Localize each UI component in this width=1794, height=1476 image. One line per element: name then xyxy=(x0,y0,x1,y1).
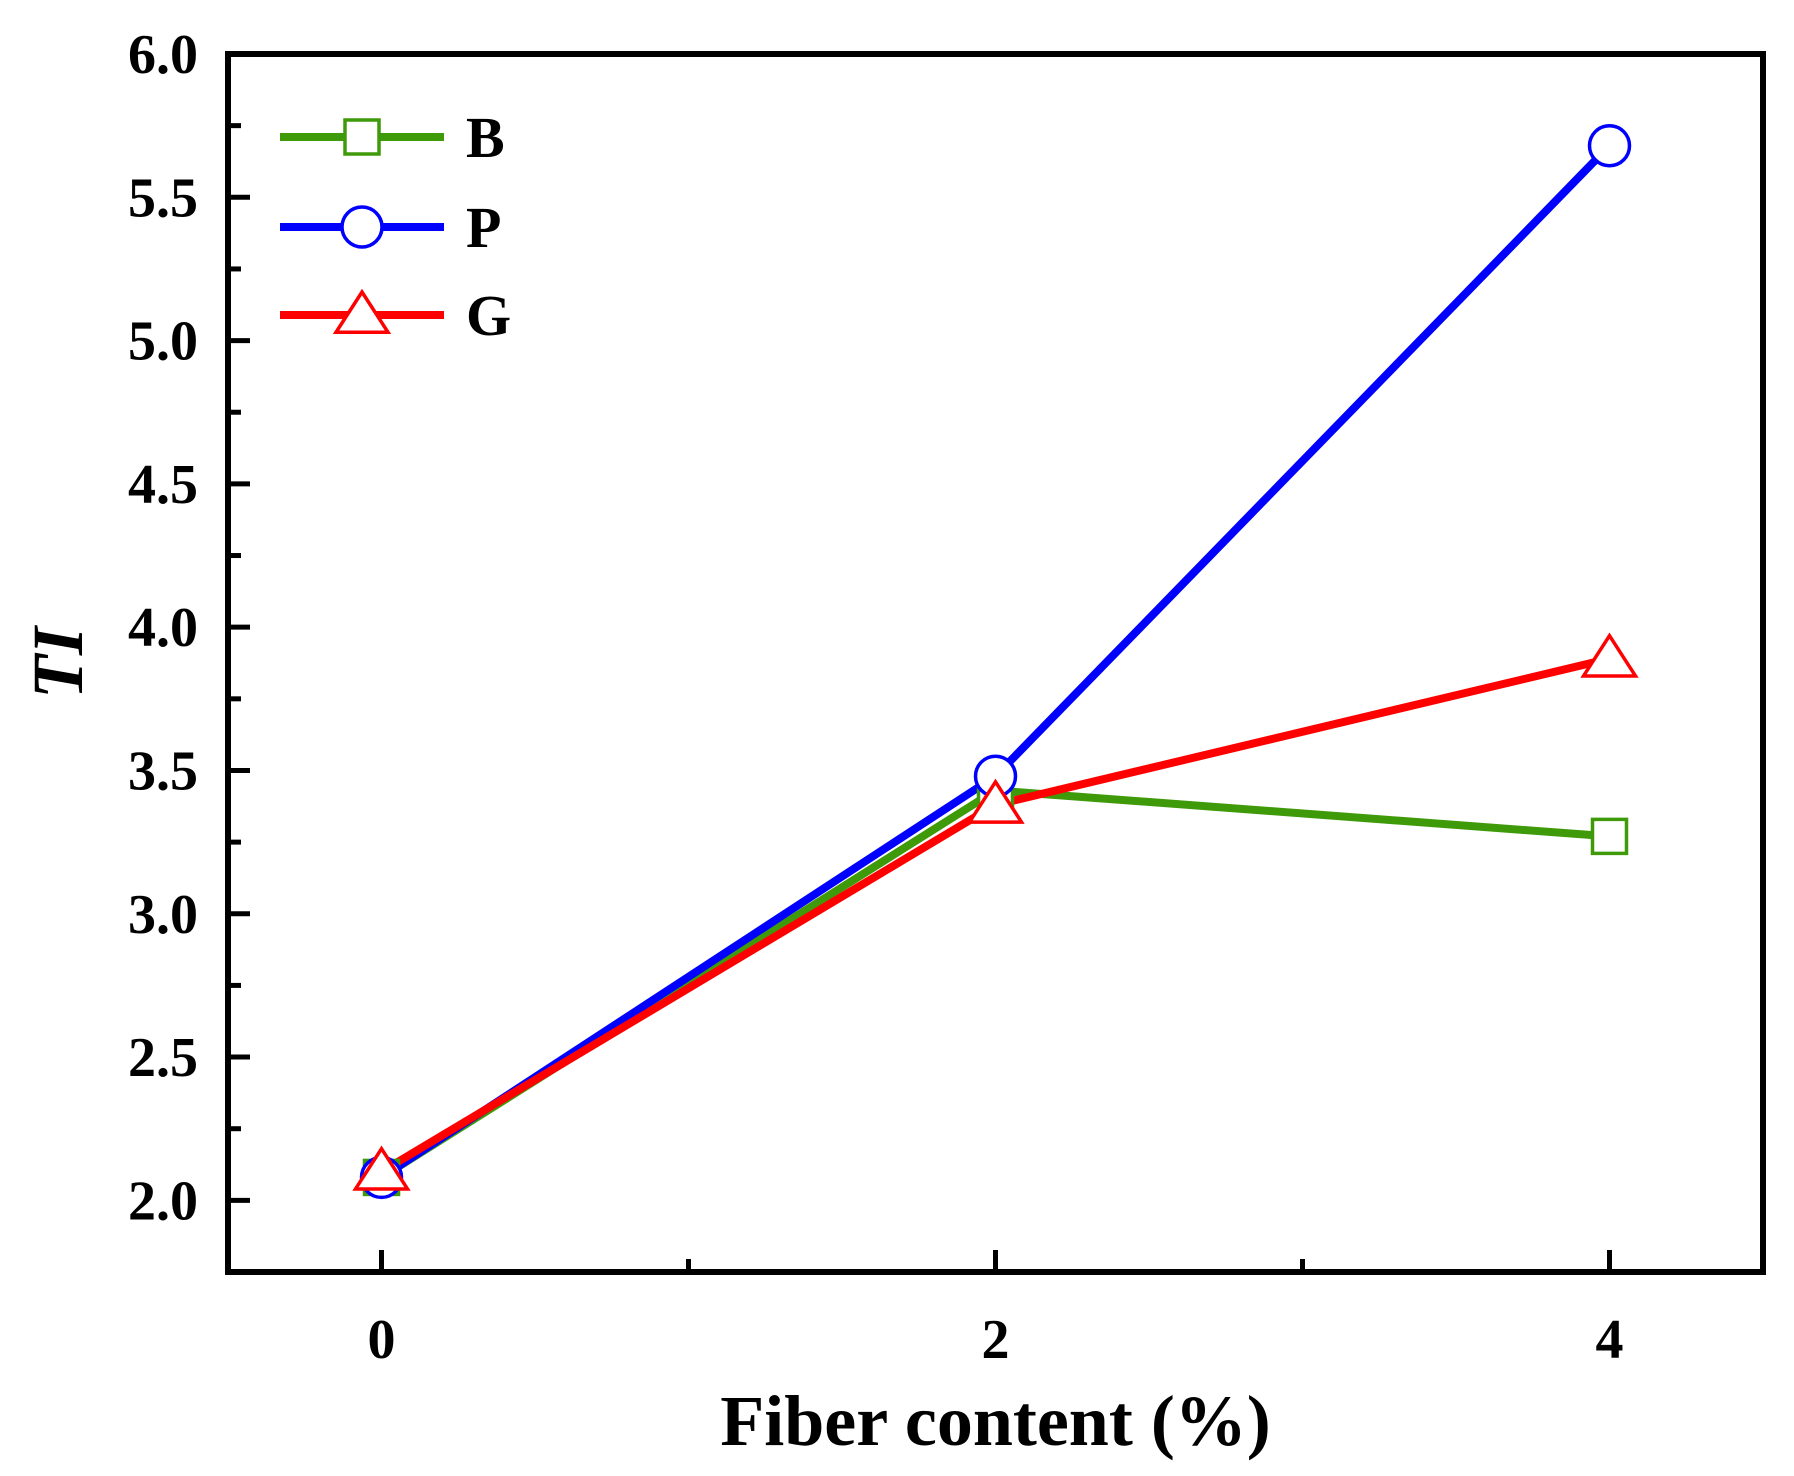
y-tick-label: 2.0 xyxy=(128,1170,198,1232)
data-point-G xyxy=(352,1145,411,1191)
legend-item-B: B xyxy=(280,105,505,170)
legend-item-G: G xyxy=(280,283,511,348)
series-line-B xyxy=(379,786,1610,1181)
series-B xyxy=(379,786,1610,1181)
y-tick-label: 5.5 xyxy=(128,167,198,229)
x-axis-ticks: 0 2 4 xyxy=(368,1250,1624,1371)
y-tick-label: 3.5 xyxy=(128,740,198,802)
series-line-P xyxy=(379,142,1613,1181)
legend: BPG xyxy=(280,105,511,348)
legend-item-P: P xyxy=(280,195,501,260)
plot-frame xyxy=(225,51,1766,1275)
legend-marker xyxy=(340,205,384,249)
series-line-G xyxy=(379,654,1611,1176)
series-markers-B xyxy=(362,771,1629,1197)
y-tick-label: 4.0 xyxy=(128,597,198,659)
x-axis-title: Fiber content (%) xyxy=(720,1381,1271,1461)
x-tick-label: 4 xyxy=(1596,1309,1624,1371)
y-tick-label: 5.0 xyxy=(128,311,198,373)
series-layer xyxy=(352,123,1639,1200)
legend-marker xyxy=(332,288,392,334)
data-point-G xyxy=(1580,632,1639,678)
y-axis-title: TI xyxy=(18,624,98,699)
x-tick-label: 0 xyxy=(368,1309,396,1371)
data-point-B xyxy=(1590,817,1629,856)
x-tick-label: 2 xyxy=(982,1309,1010,1371)
data-point-G xyxy=(966,778,1025,824)
legend-marker xyxy=(343,118,381,156)
series-markers-P xyxy=(359,123,1632,1200)
y-tick-label: 3.0 xyxy=(128,884,198,946)
legend-label: B xyxy=(466,105,505,170)
series-P xyxy=(379,142,1613,1181)
y-tick-label: 4.5 xyxy=(128,454,198,516)
series-G xyxy=(379,654,1611,1176)
series-markers-G xyxy=(352,632,1639,1191)
y-axis-ticks: 2.0 2.5 3.0 3.5 4.0 4.5 5.0 5.5 6.0 xyxy=(128,24,250,1275)
legend-label: P xyxy=(466,195,501,260)
y-tick-label: 2.5 xyxy=(128,1027,198,1089)
y-tick-label: 6.0 xyxy=(128,24,198,86)
legend-label: G xyxy=(466,283,511,348)
data-point-P xyxy=(1587,123,1632,168)
